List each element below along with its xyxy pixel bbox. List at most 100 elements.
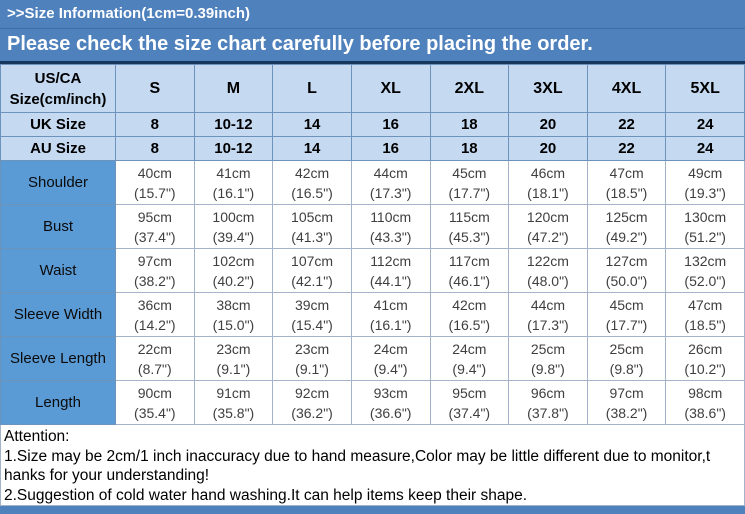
measurement-cm: 38cm xyxy=(216,296,251,313)
measurement-cm: 44cm xyxy=(530,296,566,313)
measurement-row: Shoulder 40cm (15.7") 41cm (16.1") 42cm (16.5"… xyxy=(0,160,745,206)
measurement-cm: 26cm xyxy=(688,340,723,357)
measurement-row: Sleeve Width 36cm (14.2") 38cm (15.0") 39cm (1… xyxy=(0,292,745,338)
measurement-cm: 100cm xyxy=(212,208,255,225)
size-column-header: 5XL xyxy=(665,64,745,114)
measurement-cm: 22cm xyxy=(137,340,172,357)
size-row: UK Size 8 10-12 14 16 18 20 22 24 xyxy=(0,112,745,138)
measurement-cm: 40cm xyxy=(137,164,172,181)
size-value-cell: 18 xyxy=(429,136,510,162)
measurement-cm: 117cm xyxy=(448,252,490,269)
measurement-value-cell: 47cm (18.5") xyxy=(586,160,667,206)
measurement-cm: 91cm xyxy=(216,384,251,401)
size-value-cell: 8 xyxy=(115,112,195,138)
measurement-cm: 107cm xyxy=(291,252,334,269)
size-column-header: M xyxy=(193,64,274,114)
measurement-inch: (46.1") xyxy=(448,272,491,289)
measurement-value-cell: 92cm (36.2") xyxy=(272,380,352,426)
measurement-cm: 46cm xyxy=(530,164,566,181)
measurement-value-cell: 47cm (18.5") xyxy=(665,292,745,338)
measurement-inch: (18.5") xyxy=(684,316,726,333)
measurement-inch: (50.0") xyxy=(605,272,648,289)
measurement-inch: (17.7") xyxy=(448,184,491,201)
measurement-value-cell: 97cm (38.2") xyxy=(115,248,195,294)
size-value-cell: 20 xyxy=(508,112,588,138)
attention-line: 1.Size may be 2cm/1 inch inaccuracy due … xyxy=(4,447,711,465)
measurement-inch: (45.3") xyxy=(448,228,491,245)
measurement-value-cell: 26cm (10.2") xyxy=(665,336,745,382)
size-row-label: UK Size xyxy=(0,112,116,138)
measurement-value-cell: 23cm (9.1") xyxy=(193,336,274,382)
measurement-label: Length xyxy=(0,380,116,426)
measurement-value-cell: 105cm (41.3") xyxy=(272,204,352,250)
measurement-cm: 23cm xyxy=(216,340,251,357)
size-row: AU Size 8 10-12 14 16 18 20 22 24 xyxy=(0,136,745,162)
measurement-value-cell: 97cm (38.2") xyxy=(586,380,667,426)
measurement-value-cell: 102cm (40.2") xyxy=(193,248,274,294)
measurement-inch: (9.8") xyxy=(609,360,644,377)
attention-section: Attention: 1.Size may be 2cm/1 inch inacc… xyxy=(0,425,745,507)
measurement-inch: (39.4") xyxy=(212,228,255,245)
measurement-value-cell: 41cm (16.1") xyxy=(193,160,274,206)
size-value-cell: 16 xyxy=(350,112,431,138)
measurement-value-cell: 46cm (18.1") xyxy=(508,160,588,206)
measurement-cm: 127cm xyxy=(605,252,648,269)
size-value-cell: 24 xyxy=(665,112,745,138)
attention-line: 2.Suggestion of cold water hand washing.… xyxy=(4,486,528,504)
measurement-inch: (42.1") xyxy=(291,272,333,289)
measurement-cm: 95cm xyxy=(137,208,172,225)
measurement-value-cell: 42cm (16.5") xyxy=(429,292,510,338)
measurement-inch: (15.0") xyxy=(212,316,255,333)
measurement-value-cell: 93cm (36.6") xyxy=(350,380,431,426)
measurement-inch: (9.1") xyxy=(295,360,329,377)
measurement-inch: (37.4") xyxy=(134,228,176,245)
measurement-cm: 122cm xyxy=(526,252,569,269)
measurement-inch: (16.5") xyxy=(291,184,333,201)
measurement-value-cell: 36cm (14.2") xyxy=(115,292,195,338)
measurement-inch: (51.2") xyxy=(684,228,726,245)
measurement-cm: 102cm xyxy=(212,252,255,269)
size-chart-table: US/CA Size(cm/inch) S M L XL 2XL 3XL 4XL 5XL UK Si… xyxy=(0,64,745,426)
measurement-cm: 24cm xyxy=(452,340,487,357)
measurement-value-cell: 95cm (37.4") xyxy=(115,204,195,250)
size-value-cell: 8 xyxy=(115,136,195,162)
corner-header-cell: US/CA Size(cm/inch) xyxy=(0,64,116,114)
measurement-inch: (14.2") xyxy=(134,316,176,333)
size-chart-notice-banner: Please check the size chart carefully be… xyxy=(0,28,745,62)
measurement-cm: 95cm xyxy=(452,384,487,401)
measurement-inch: (15.7") xyxy=(134,184,176,201)
measurement-inch: (41.3") xyxy=(291,228,333,245)
measurement-value-cell: 91cm (35.8") xyxy=(193,380,274,426)
size-value-cell: 22 xyxy=(586,136,667,162)
measurement-value-cell: 130cm (51.2") xyxy=(665,204,745,250)
measurement-inch: (36.6") xyxy=(369,404,412,421)
size-column-header: XL xyxy=(350,64,431,114)
measurement-cm: 39cm xyxy=(294,296,330,313)
measurement-value-cell: 120cm (47.2") xyxy=(508,204,588,250)
measurement-value-cell: 96cm (37.8") xyxy=(508,380,588,426)
measurement-inch: (44.1") xyxy=(369,272,412,289)
measurement-value-cell: 24cm (9.4") xyxy=(350,336,431,382)
measurement-inch: (52.0") xyxy=(684,272,726,289)
size-value-cell: 20 xyxy=(508,136,588,162)
measurement-value-cell: 40cm (15.7") xyxy=(115,160,195,206)
size-info-banner: >>Size Information(1cm=0.39inch) xyxy=(0,0,745,29)
size-value-cell: 10-12 xyxy=(193,136,274,162)
size-column-header: 3XL xyxy=(508,64,588,114)
measurement-inch: (9.8") xyxy=(531,360,565,377)
measurement-label: Bust xyxy=(0,204,116,250)
measurement-cm: 45cm xyxy=(452,164,487,181)
measurement-value-cell: 22cm (8.7") xyxy=(115,336,195,382)
measurement-row: Sleeve Length 22cm (8.7") 23cm (9.1") 23cm (9.… xyxy=(0,336,745,382)
measurement-cm: 49cm xyxy=(688,164,723,181)
measurement-value-cell: 45cm (17.7") xyxy=(586,292,667,338)
measurement-inch: (16.5") xyxy=(448,316,491,333)
measurement-cm: 98cm xyxy=(688,384,723,401)
measurement-cm: 132cm xyxy=(684,252,727,269)
measurement-value-cell: 95cm (37.4") xyxy=(429,380,510,426)
size-value-cell: 18 xyxy=(429,112,510,138)
measurement-inch: (9.4") xyxy=(373,360,408,377)
size-value-cell: 14 xyxy=(272,136,352,162)
size-chart-body: US/CA Size(cm/inch) S M L XL 2XL 3XL 4XL 5XL UK Si… xyxy=(0,64,745,426)
